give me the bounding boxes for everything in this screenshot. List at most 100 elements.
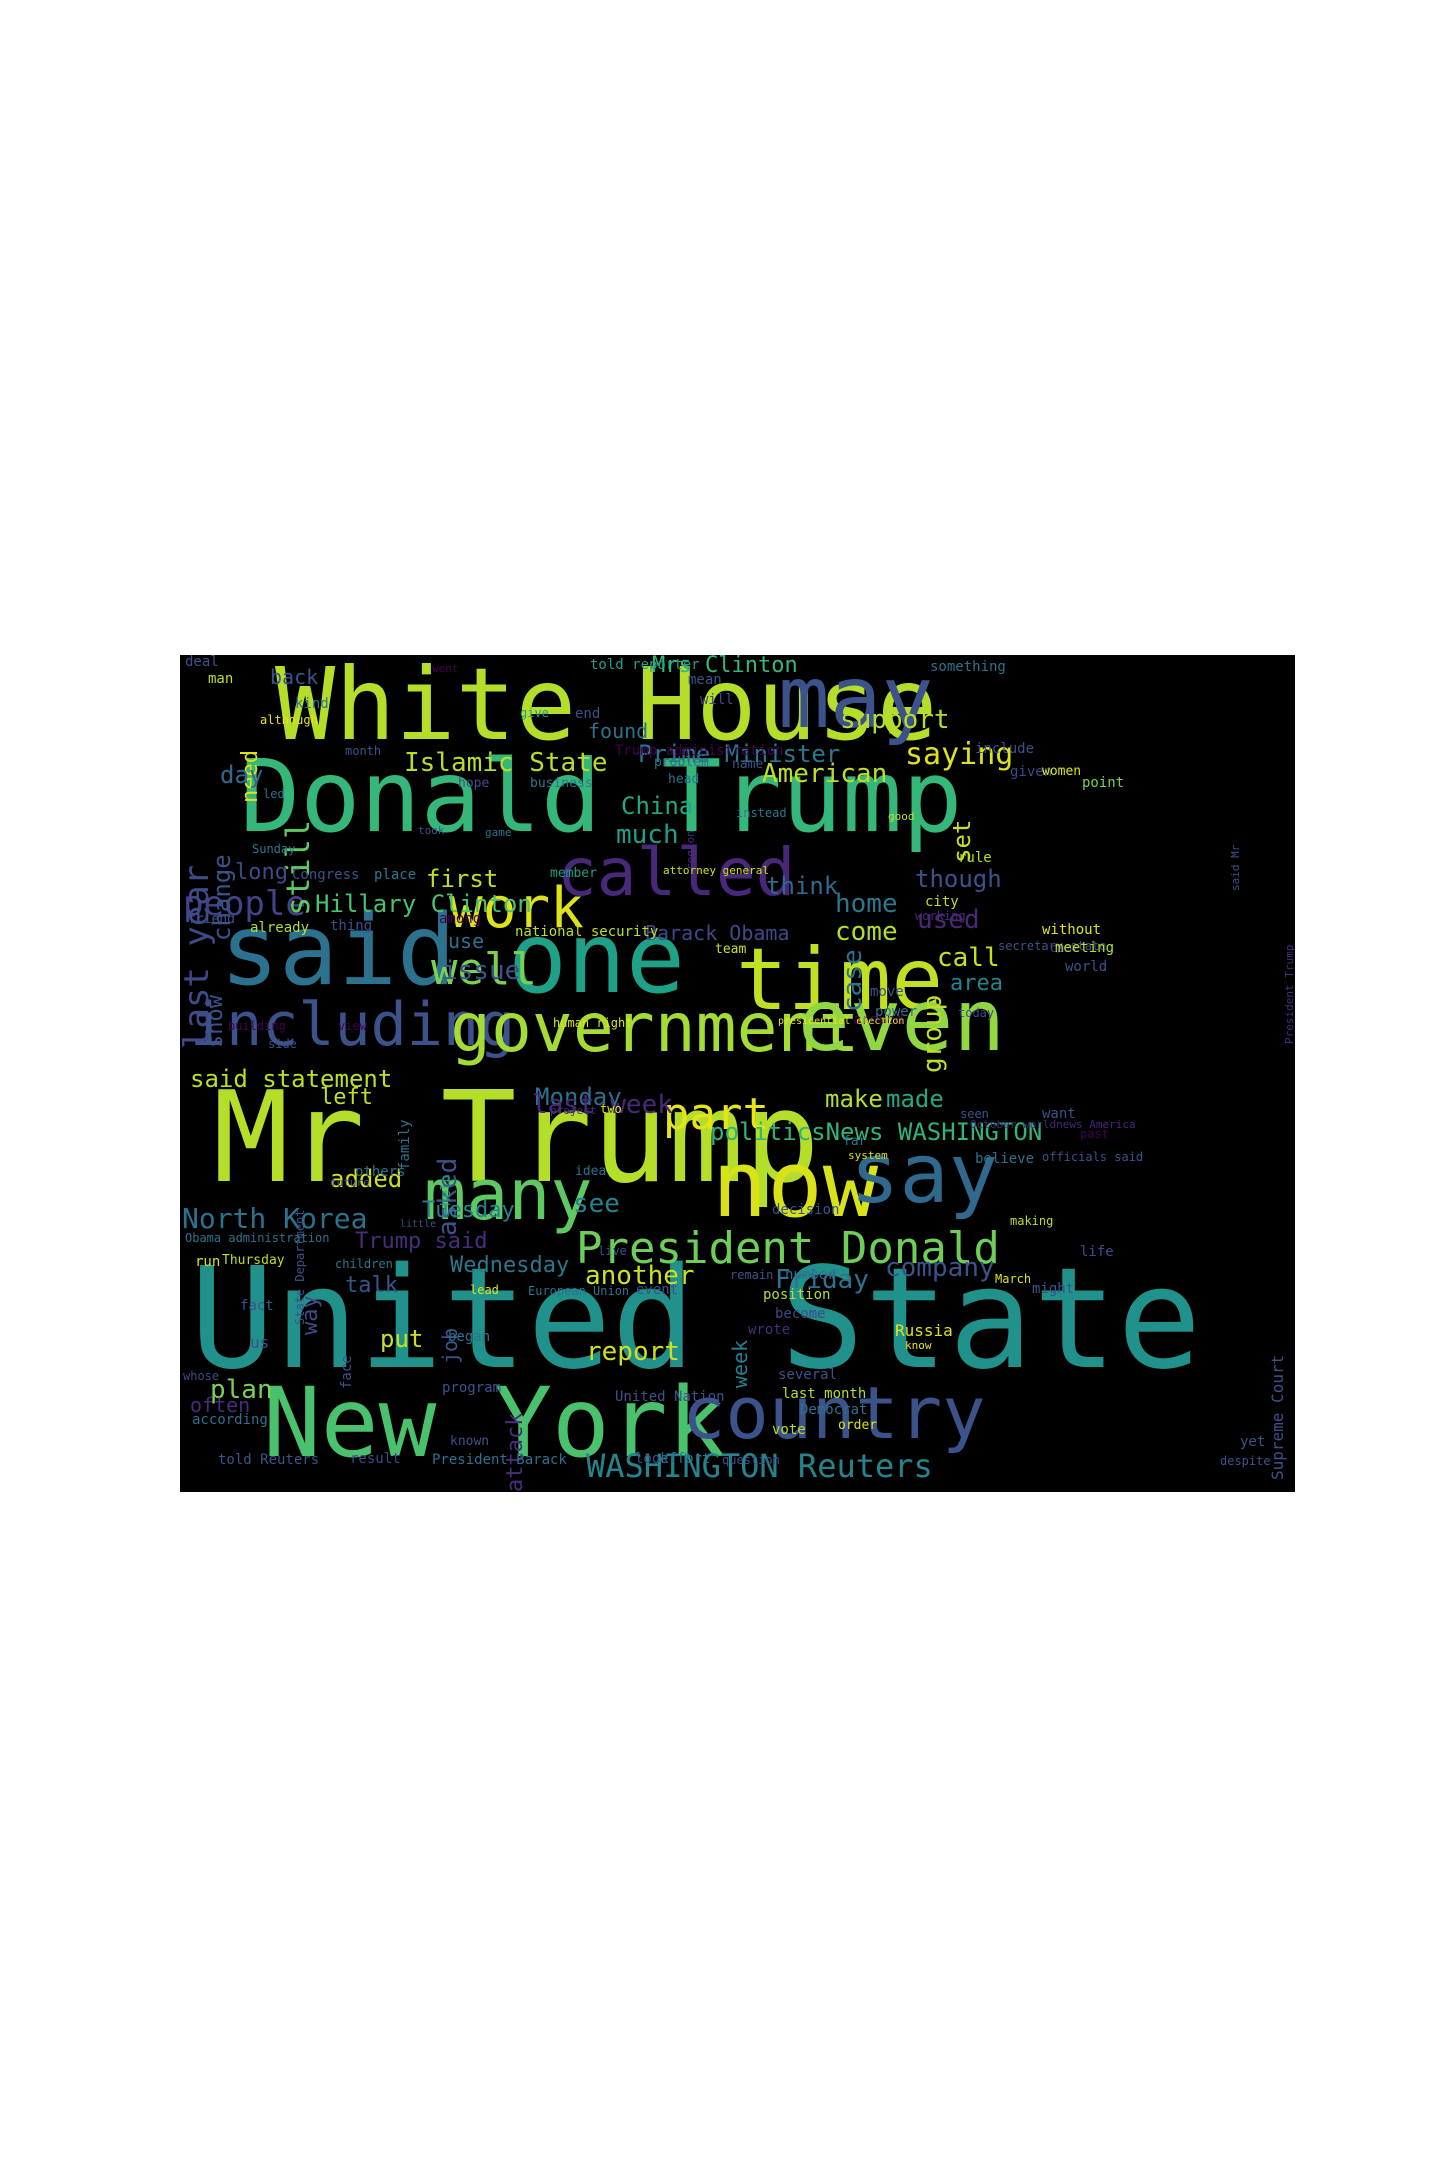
word-week: week [728,1339,752,1388]
word-islamic-state: Islamic State [404,748,608,778]
word-report: report [586,1337,680,1367]
word-attorney-general: attorney general [663,864,769,877]
word-secretary-state: secretary state [998,939,1107,953]
word-lead: lead [470,1283,499,1297]
word-russia: Russia [895,1321,953,1340]
word-given: given [1010,764,1053,780]
word-said: said [220,894,457,1008]
word-others: others [355,1164,406,1180]
word-supreme-court: Supreme Court [1268,1354,1287,1480]
word-although: although [260,713,318,727]
word-region: region [684,829,697,870]
word-view: view [338,1019,367,1033]
word-working: working [915,909,966,923]
word-problem: problem [654,755,709,770]
word-women: women [1042,764,1082,779]
word-long: long [235,860,288,885]
word-live: live [598,1244,627,1258]
word-even: even [798,971,1006,1071]
word-event: event [636,1282,679,1298]
word-work: work [449,876,584,941]
word-building: building [228,1019,286,1033]
word-put: put [380,1325,424,1353]
word-instead: instead [736,806,787,820]
word-among: among [439,911,482,927]
word-believe: believe [975,1151,1035,1167]
word-will: will [700,692,734,708]
word-life: life [1080,1244,1114,1260]
word-far: far [843,1134,867,1149]
word-use: use [448,929,485,953]
word-last-week: last week [532,1090,673,1120]
word-october-worldnews-america: October worldnews America [970,1118,1136,1131]
word-thursday: Thursday [222,1253,285,1268]
word-march: March [995,1272,1032,1286]
word-democrat: Democrat [800,1402,868,1418]
word-several: several [778,1367,838,1383]
word-began: began [448,1329,491,1345]
word-group: group [918,994,948,1073]
word-remain: remain [730,1268,774,1282]
word-donald-trump: Donald Trump [240,738,963,855]
word-time: time [736,930,944,1030]
word-saying: saying [905,737,1014,772]
word-one: one [508,902,686,1016]
word-member: member [550,866,597,881]
word-today: today [958,1006,995,1020]
word-european-union: European Union [528,1284,630,1298]
word-might: might [1032,1281,1075,1297]
word-left: left [320,1085,373,1110]
word-meeting: meeting [1055,940,1115,956]
word-place: place [374,867,417,883]
word-sunday: Sunday [252,842,296,856]
word-used: used [917,905,980,935]
word-presidential-election: presidential election [778,1016,905,1027]
word-china: China [621,792,694,820]
word-north-korea: North Korea [182,1202,368,1235]
word-may: may [778,655,934,748]
word-home: home [835,889,898,919]
word-white-house: White House [275,655,938,763]
word-another: another [585,1261,695,1291]
word-side: side [268,1037,297,1051]
word-day: day [220,761,264,789]
word-two: two [600,1102,622,1116]
word-hope: hope [458,776,490,791]
word-team: team [715,942,747,957]
word-future: future [330,1176,370,1189]
word-power: power [875,1004,918,1020]
word-hillary-clinton: Hillary Clinton [315,890,532,918]
word-change: change [208,854,236,942]
word-made: made [886,1085,944,1113]
word-show: show [203,994,228,1048]
word-city: city [925,894,959,910]
word-congress: Congress [292,867,360,883]
word-went: went [432,662,459,675]
word-mr-trump: Mr Trump [213,1064,820,1211]
word-officials-said: officials said [1042,1150,1144,1164]
word-us: us [250,1333,270,1352]
word-system: system [848,1149,888,1162]
word-deal: deal [185,655,219,670]
word-found: found [588,719,649,743]
word-something: something [930,659,1006,675]
word-yet: yet [1240,1434,1266,1450]
word-told-reuters: told Reuters [218,1452,320,1468]
word-took: took [418,824,445,837]
word-state-department: State Department [293,1209,307,1326]
word-say: say [850,1127,999,1222]
word-know: know [905,1339,932,1352]
word-around: around [853,1012,904,1028]
word-part: part [663,1089,769,1140]
word-friday: Friday [775,1265,869,1295]
word-according: according [192,1412,268,1428]
word-people: people [183,884,306,924]
word-obama-administration: Obama administration [185,1231,330,1245]
word-led: led [263,787,285,801]
word-move: move [870,984,904,1000]
word-washington-reuters: WASHINGTON Reuters [586,1447,933,1485]
word-last-month: last month [782,1386,867,1402]
word-often: often [190,1393,251,1417]
word-tuesday: Tuesday [422,1198,515,1223]
word-company: company [885,1253,995,1283]
